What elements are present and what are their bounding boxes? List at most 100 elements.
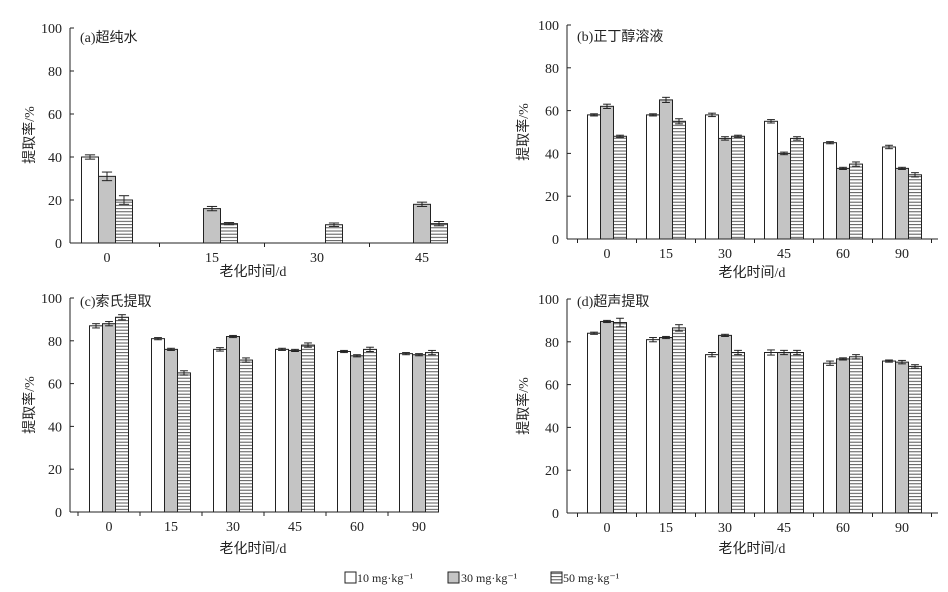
- bar-10-day90: [399, 353, 413, 513]
- x-tick-label: 0: [104, 251, 111, 266]
- y-tick-label: 40: [48, 420, 62, 435]
- y-tick-label: 0: [55, 506, 62, 521]
- bar-30-day15: [164, 348, 178, 513]
- panel-title: (b)正丁醇溶液: [577, 28, 663, 45]
- bar-30-day15: [203, 208, 221, 244]
- bar-50-day0: [613, 135, 627, 240]
- panel-title: (a)超纯水: [80, 30, 138, 46]
- bar-30-day45: [288, 349, 302, 513]
- bar-30-day0: [102, 323, 116, 513]
- legend-label-10: 10 mg·kg⁻¹: [357, 571, 414, 585]
- y-axis-label: 提取率/%: [21, 106, 38, 164]
- bar-50-day30: [239, 359, 253, 513]
- bar-50-day45: [790, 352, 804, 514]
- y-tick-label: 80: [48, 335, 62, 350]
- bar-10-day90: [882, 360, 896, 514]
- bar-10-day60: [823, 142, 837, 240]
- panel-title: (d)超声提取: [577, 294, 649, 310]
- bar-50-day0: [613, 322, 627, 514]
- bar-50-day15: [220, 223, 238, 244]
- bar-30-day90: [412, 354, 426, 513]
- y-tick-label: 20: [545, 464, 559, 479]
- bar-30-day15: [659, 337, 673, 514]
- bar-50-day90: [908, 365, 922, 514]
- y-tick-label: 40: [545, 147, 559, 162]
- bar-10-day45: [275, 348, 289, 513]
- bar-30-day30: [226, 336, 240, 513]
- bar-10-day15: [151, 338, 165, 513]
- x-tick-label: 0: [604, 247, 611, 262]
- bar-30-day60: [350, 355, 364, 513]
- x-axis-label: 老化时间/d: [719, 265, 786, 281]
- bar-30-day45: [777, 152, 791, 240]
- y-tick-label: 100: [538, 293, 559, 308]
- x-tick-label: 15: [205, 251, 219, 266]
- bar-10-day0: [587, 114, 601, 240]
- bar-30-day0: [98, 175, 116, 244]
- y-tick-label: 0: [55, 237, 62, 252]
- x-tick-label: 45: [777, 521, 791, 536]
- x-tick-label: 45: [415, 251, 429, 266]
- bar-10-day0: [587, 332, 601, 514]
- bar-50-day30: [731, 135, 745, 240]
- y-tick-label: 80: [48, 65, 62, 80]
- x-tick-label: 90: [412, 520, 426, 535]
- y-tick-label: 80: [545, 62, 559, 77]
- x-tick-label: 15: [659, 521, 673, 536]
- bar-50-day15: [672, 327, 686, 514]
- bar-30-day60: [836, 167, 850, 240]
- bar-10-day45: [764, 120, 778, 240]
- y-tick-label: 0: [552, 507, 559, 522]
- bar-30-day45: [413, 203, 431, 244]
- x-tick-label: 30: [718, 521, 732, 536]
- y-tick-label: 20: [545, 190, 559, 205]
- bar-50-day60: [849, 356, 863, 514]
- x-tick-label: 0: [604, 521, 611, 536]
- x-axis-label: 老化时间/d: [220, 264, 287, 280]
- y-tick-label: 60: [545, 105, 559, 120]
- bar-30-day90: [895, 167, 909, 240]
- bar-10-day30: [213, 348, 227, 513]
- x-tick-label: 30: [310, 251, 324, 266]
- y-tick-label: 60: [545, 379, 559, 394]
- bar-50-day60: [849, 163, 863, 240]
- y-axis-label: 提取率/%: [515, 377, 532, 435]
- bar-10-day30: [705, 114, 719, 240]
- legend-swatch-10: [344, 571, 357, 584]
- x-tick-label: 15: [659, 247, 673, 262]
- y-tick-label: 20: [48, 194, 62, 209]
- bar-50-day0: [115, 199, 133, 244]
- y-tick-label: 60: [48, 378, 62, 393]
- x-tick-label: 15: [164, 520, 178, 535]
- bar-10-day60: [337, 351, 351, 513]
- bar-50-day90: [425, 352, 439, 513]
- x-tick-label: 60: [836, 247, 850, 262]
- legend-label-30: 30 mg·kg⁻¹: [461, 571, 518, 585]
- y-tick-label: 40: [48, 151, 62, 166]
- x-axis-label: 老化时间/d: [719, 541, 786, 557]
- x-tick-label: 30: [226, 520, 240, 535]
- y-axis-label: 提取率/%: [21, 376, 38, 434]
- y-axis-label: 提取率/%: [515, 103, 532, 161]
- bar-50-day60: [363, 348, 377, 513]
- bar-30-day90: [895, 361, 909, 514]
- x-tick-label: 60: [836, 521, 850, 536]
- bar-30-day0: [600, 105, 614, 240]
- x-tick-label: 0: [106, 520, 113, 535]
- bar-30-day0: [600, 320, 614, 514]
- y-tick-label: 60: [48, 108, 62, 123]
- panel-title: (c)索氏提取: [80, 293, 152, 310]
- x-tick-label: 60: [350, 520, 364, 535]
- bar-50-day15: [672, 120, 686, 240]
- bar-10-day0: [89, 325, 103, 513]
- bar-10-day60: [823, 362, 837, 514]
- bar-30-day15: [659, 99, 673, 240]
- x-tick-label: 30: [718, 247, 732, 262]
- bar-50-day90: [908, 174, 922, 240]
- y-tick-label: 0: [552, 233, 559, 248]
